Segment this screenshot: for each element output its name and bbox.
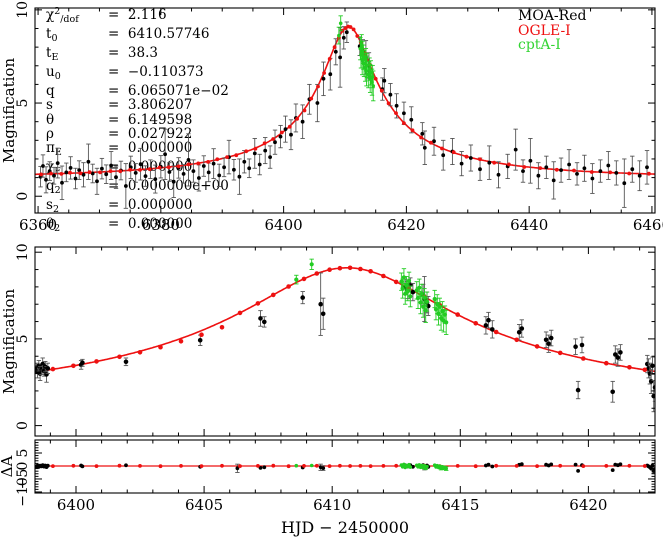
residuals-plot-area (35, 462, 655, 474)
full-light-curve-y-tick-labels: 0 5 10 (15, 1, 31, 201)
svg-text:6415: 6415 (441, 496, 479, 514)
series-ogle-i (39, 24, 651, 177)
svg-text:6360: 6360 (19, 216, 57, 234)
fit-parameter: t0 = 6410.57746 (46, 26, 210, 45)
svg-text:5: 5 (15, 334, 31, 343)
legend-label: MOA-Red (518, 8, 587, 24)
svg-text:−5: −5 (15, 469, 31, 490)
svg-text:10: 10 (15, 243, 31, 261)
residuals-x-axis-title: HJD − 2450000 (281, 518, 409, 537)
svg-text:6440: 6440 (510, 216, 548, 234)
fit-parameter: θ2 = 0.000000 (46, 216, 193, 235)
svg-text:0: 0 (15, 421, 31, 430)
legend-item-moa-red: MOA-Red (518, 9, 586, 24)
svg-text:6410: 6410 (313, 496, 351, 514)
svg-text:−10: −10 (15, 477, 31, 507)
peak-zoom-panel: 0 5 10 Magnification (0, 243, 656, 437)
peak-zoom-y-tick-labels: 0 5 10 (15, 243, 31, 430)
series-cpta-i (336, 15, 376, 102)
legend-item-cpta-i: cptA-I (518, 38, 586, 53)
fit-parameter: ρ = 0.027922 (46, 125, 193, 142)
svg-text:6380: 6380 (142, 216, 180, 234)
fit-parameter: θ = 6.149598 (46, 111, 193, 128)
fit-parameter: tE = 38.3 (46, 45, 158, 64)
peak-zoom-y-axis-title: Magnification (0, 289, 18, 395)
series-ogle-i (50, 265, 648, 373)
svg-text:10: 10 (15, 1, 31, 19)
svg-text:6405: 6405 (185, 496, 223, 514)
svg-text:6420: 6420 (569, 496, 607, 514)
fit-parameter: q = 6.065071e−02 (46, 83, 229, 100)
svg-text:6400: 6400 (57, 496, 95, 514)
series-moa-red (38, 21, 650, 209)
fit-parameter: s2 = 0.000000 (46, 197, 193, 216)
residuals-panel: 6400 6405 6410 6415 6420 −10−50 5ΔA HJD − 24500… (0, 439, 656, 537)
full-light-curve-ticks (35, 8, 655, 213)
full-light-curve-plot-area (35, 15, 655, 209)
svg-text:5: 5 (15, 99, 31, 108)
svg-text:6420: 6420 (387, 216, 425, 234)
legend-label: OGLE-I (518, 22, 571, 39)
residuals-y-tick-labels: −10−50 5 (15, 449, 31, 507)
model-curve (35, 267, 655, 373)
svg-text:5: 5 (15, 449, 31, 458)
series-ogle-i (51, 463, 647, 469)
svg-text:0: 0 (15, 192, 31, 201)
svg-text:0: 0 (15, 462, 31, 471)
series-moa-red (35, 462, 655, 474)
residuals-x-tick-labels: 6400 6405 6410 6415 6420 (57, 496, 608, 514)
series-moa-red (35, 272, 655, 413)
residuals-y-axis-title: ΔA (0, 456, 16, 478)
legend: MOA-Red OGLE-I cptA-I (518, 9, 586, 53)
peak-zoom-plot-area (35, 258, 655, 413)
residuals-border (34, 439, 656, 494)
residuals-ticks (35, 439, 655, 493)
series-cpta-i (294, 258, 449, 336)
full-light-curve-y-axis-title: Magnification (0, 58, 18, 164)
fit-parameter: u0 = −0.110373 (46, 64, 204, 83)
legend-label: cptA-I (518, 37, 561, 53)
peak-zoom-border (34, 246, 656, 437)
fit-parameter: χ2/dof = 2.116 (46, 6, 167, 25)
series-cpta-i (294, 462, 449, 471)
svg-text:6400: 6400 (265, 216, 303, 234)
fit-parameter: s = 3.806207 (46, 97, 193, 114)
peak-zoom-ticks (35, 247, 655, 436)
legend-item-ogle-i: OGLE-I (518, 22, 586, 39)
fit-parameter: πE = 0.000000 (46, 139, 193, 158)
